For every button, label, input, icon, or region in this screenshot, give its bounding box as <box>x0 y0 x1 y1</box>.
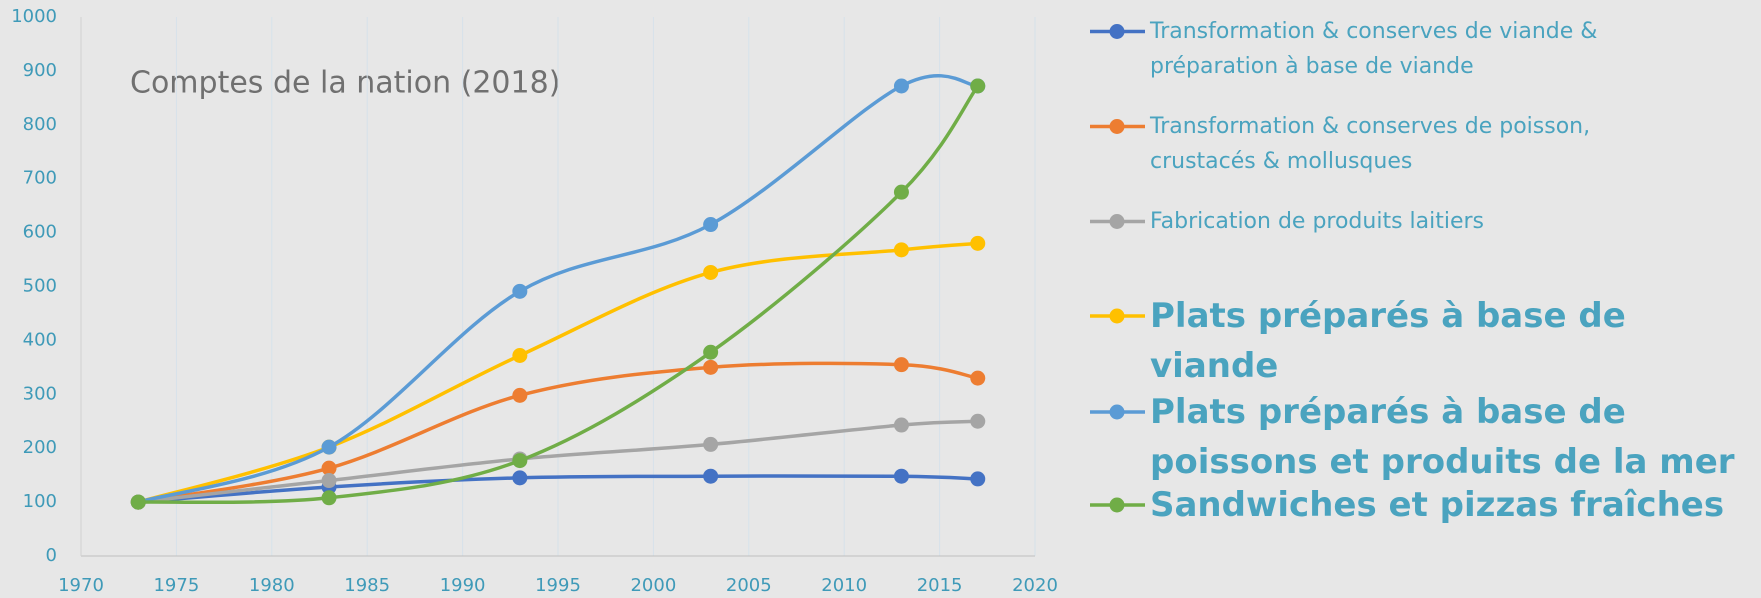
y-tick-label: 400 <box>23 329 57 350</box>
y-tick-label: 100 <box>23 491 57 512</box>
point <box>703 436 719 452</box>
point <box>893 417 909 433</box>
legend-marker <box>1109 404 1125 420</box>
point <box>893 242 909 258</box>
x-tick-label: 1980 <box>249 575 295 596</box>
x-tick-label: 2000 <box>630 575 676 596</box>
point <box>321 490 337 506</box>
x-tick-label: 1975 <box>153 575 199 596</box>
point <box>703 344 719 360</box>
y-tick-label: 800 <box>23 114 57 135</box>
point <box>512 347 528 363</box>
point <box>130 494 146 510</box>
point <box>321 439 337 455</box>
point <box>970 370 986 386</box>
point <box>893 78 909 94</box>
point <box>703 217 719 233</box>
legend-marker <box>1109 119 1125 134</box>
x-tick-label: 1990 <box>440 575 486 596</box>
point <box>970 78 986 94</box>
point <box>970 471 986 487</box>
x-tick-label: 2010 <box>821 575 867 596</box>
legend-label: Plats préparés à base de viande <box>1150 296 1626 386</box>
legend-label: Transformation & conserves de poisson, c… <box>1150 114 1591 174</box>
legend-label: Sandwiches et pizzas fraîches <box>1150 485 1725 525</box>
point <box>703 359 719 375</box>
legend-marker <box>1109 308 1125 324</box>
x-tick-label: 2005 <box>726 575 772 596</box>
legend-label: Transformation & conserves de viande & p… <box>1150 19 1598 79</box>
point <box>321 473 337 489</box>
point <box>970 235 986 251</box>
point <box>893 357 909 373</box>
legend-label: Plats préparés à base de poissons et pro… <box>1150 392 1735 482</box>
point <box>893 184 909 200</box>
y-tick-label: 500 <box>23 276 57 297</box>
legend-label: Fabrication de produits laitiers <box>1150 209 1485 234</box>
point <box>703 264 719 280</box>
legend-marker <box>1109 24 1125 39</box>
point <box>512 283 528 299</box>
chart-title: Comptes de la nation (2018) <box>130 66 560 101</box>
y-tick-label: 200 <box>23 437 57 458</box>
series-line <box>137 241 978 504</box>
point <box>893 468 909 484</box>
x-tick-label: 2020 <box>1012 575 1058 596</box>
point <box>512 387 528 403</box>
x-tick-label: 1995 <box>535 575 581 596</box>
y-tick-label: 600 <box>23 222 57 243</box>
point <box>703 468 719 484</box>
point <box>512 470 528 486</box>
point <box>970 413 986 429</box>
y-tick-label: 700 <box>23 168 57 189</box>
point <box>512 453 528 469</box>
y-tick-label: 300 <box>23 383 57 404</box>
y-tick-label: 1000 <box>11 6 57 27</box>
x-tick-label: 1970 <box>58 575 104 596</box>
legend-marker <box>1109 214 1125 229</box>
point <box>321 460 337 476</box>
y-tick-label: 0 <box>46 545 57 566</box>
y-tick-label: 900 <box>23 60 57 81</box>
legend-marker <box>1109 497 1125 513</box>
x-tick-label: 1985 <box>344 575 390 596</box>
x-tick-label: 2015 <box>917 575 963 596</box>
